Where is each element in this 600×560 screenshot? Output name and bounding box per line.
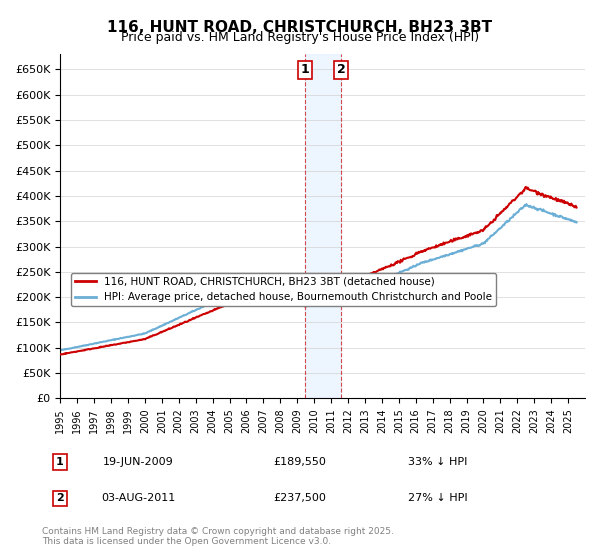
Text: 1: 1 (301, 63, 310, 76)
Text: 116, HUNT ROAD, CHRISTCHURCH, BH23 3BT: 116, HUNT ROAD, CHRISTCHURCH, BH23 3BT (107, 20, 493, 35)
Text: £237,500: £237,500 (274, 493, 326, 503)
Text: £189,550: £189,550 (274, 457, 326, 467)
Text: Price paid vs. HM Land Registry's House Price Index (HPI): Price paid vs. HM Land Registry's House … (121, 31, 479, 44)
Text: 03-AUG-2011: 03-AUG-2011 (101, 493, 175, 503)
Legend: 116, HUNT ROAD, CHRISTCHURCH, BH23 3BT (detached house), HPI: Average price, det: 116, HUNT ROAD, CHRISTCHURCH, BH23 3BT (… (71, 273, 496, 306)
Text: 1: 1 (56, 457, 64, 467)
Bar (305, 54, 341, 398)
Text: 33% ↓ HPI: 33% ↓ HPI (409, 457, 467, 467)
Text: 19-JUN-2009: 19-JUN-2009 (103, 457, 173, 467)
Text: 27% ↓ HPI: 27% ↓ HPI (408, 493, 468, 503)
Text: 2: 2 (56, 493, 64, 503)
Text: 2: 2 (337, 63, 346, 76)
Text: Contains HM Land Registry data © Crown copyright and database right 2025.
This d: Contains HM Land Registry data © Crown c… (42, 526, 394, 546)
